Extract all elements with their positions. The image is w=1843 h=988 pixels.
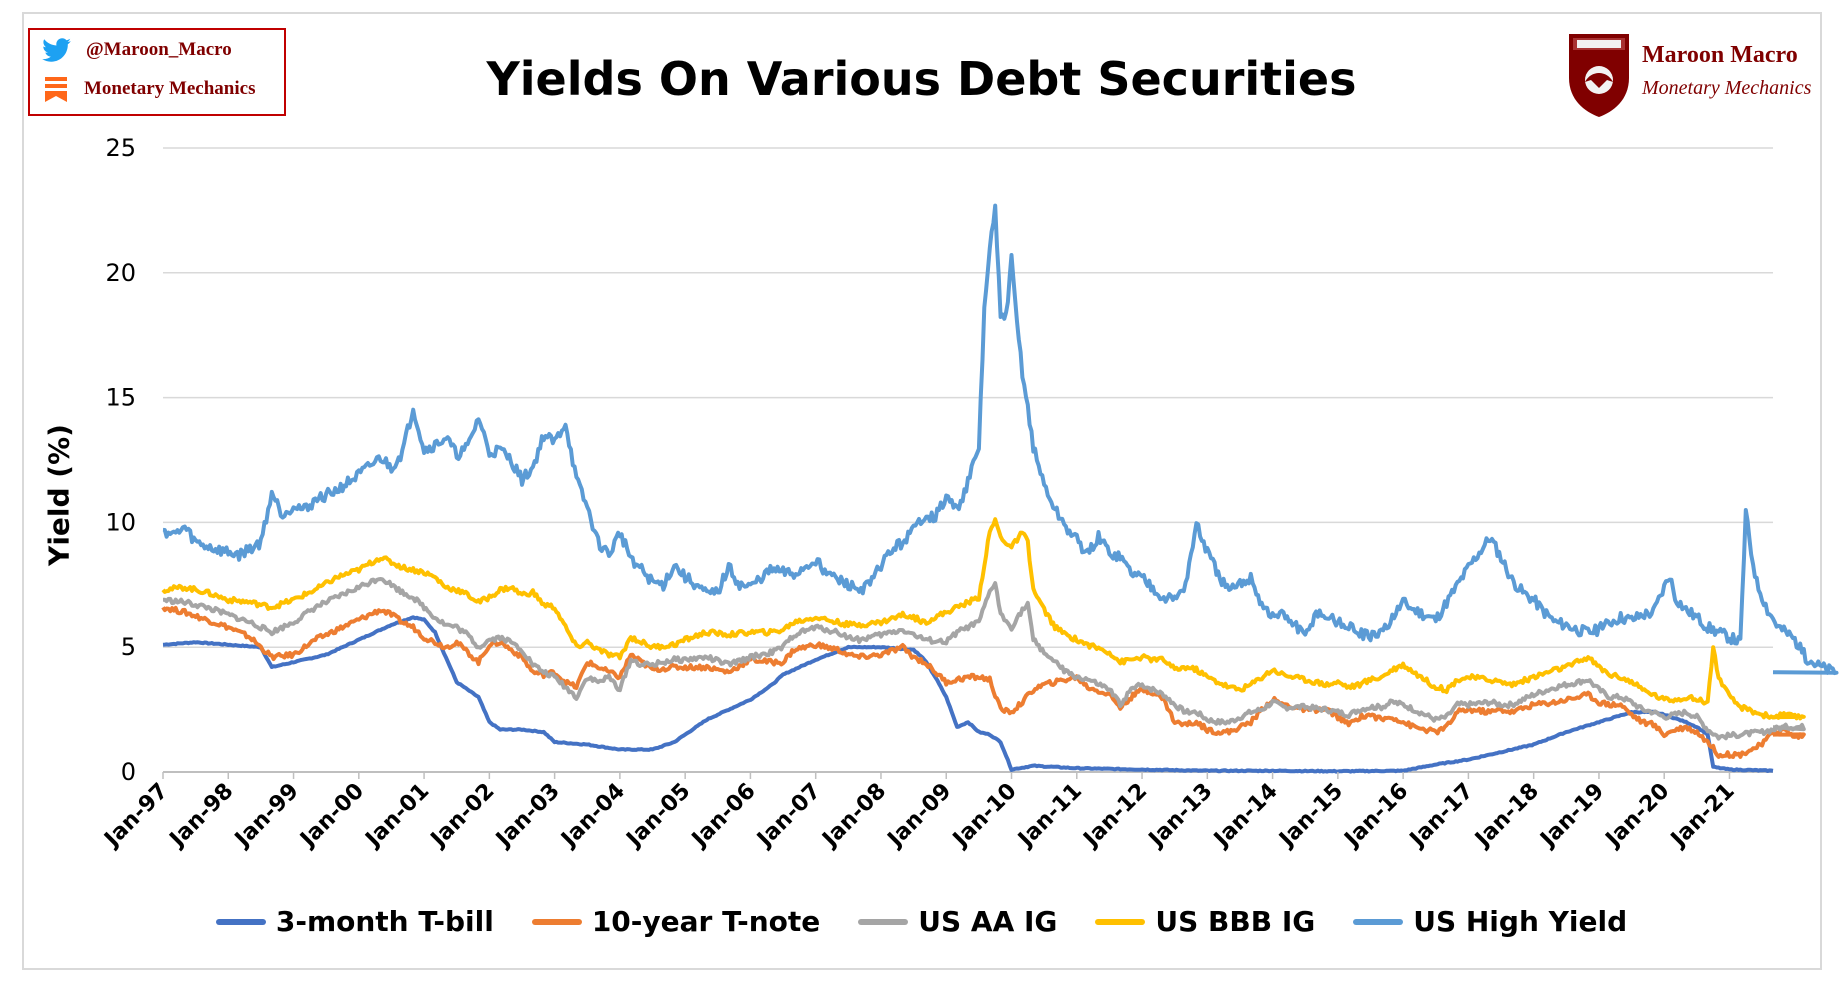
- y-tick-label: 0: [121, 758, 136, 786]
- legend-label: US AA IG: [918, 905, 1058, 938]
- chart-title: Yields On Various Debt Securities: [486, 52, 1357, 106]
- legend-label: US High Yield: [1413, 905, 1628, 938]
- x-tick-label: Jan-06: [686, 779, 761, 854]
- twitter-bird-icon: [42, 38, 71, 62]
- gridlines: [163, 147, 1773, 773]
- brand-tagline: Monetary Mechanics: [1642, 77, 1812, 99]
- series-line-us-aa-ig: [162, 577, 1806, 741]
- x-tick-label: Jan-08: [817, 779, 892, 854]
- x-tick-label: Jan-04: [556, 779, 631, 854]
- x-tick-label: Jan-14: [1208, 779, 1283, 854]
- legend-item: US AA IG: [858, 905, 1057, 938]
- x-tick-labels: Jan-97Jan-98Jan-99Jan-00Jan-01Jan-02Jan-…: [99, 772, 1740, 853]
- twitter-row[interactable]: @Maroon_Macro: [42, 38, 232, 62]
- x-tick-label: Jan-00: [294, 779, 369, 854]
- crest-icon: [1569, 34, 1629, 117]
- legend-swatch: [215, 918, 266, 925]
- x-tick-label: Jan-17: [1404, 779, 1479, 854]
- x-tick-label: Jan-18: [1469, 779, 1544, 854]
- x-tick-label: Jan-98: [164, 779, 239, 854]
- legend-swatch: [531, 918, 582, 925]
- y-tick-label: 20: [105, 259, 136, 287]
- y-tick-label: 10: [105, 508, 136, 536]
- legend-label: US BBB IG: [1155, 905, 1316, 938]
- y-tick-label: 5: [121, 633, 136, 661]
- substack-row[interactable]: Monetary Mechanics: [42, 76, 255, 102]
- chart-frame: [22, 12, 1822, 970]
- twitter-handle: @Maroon_Macro: [86, 39, 232, 60]
- legend-item: US BBB IG: [1095, 905, 1315, 938]
- series-line-3-month-t-bill: [162, 615, 1774, 774]
- x-tick-label: Jan-16: [1339, 779, 1414, 854]
- legend-label: 10-year T-note: [591, 905, 821, 938]
- y-tick-label: 25: [105, 134, 136, 162]
- x-tick-label: Jan-12: [1078, 779, 1153, 854]
- y-tick-label: 15: [105, 384, 136, 412]
- legend: 3-month T-bill 10-year T-note US AA IG US B…: [0, 905, 1843, 938]
- x-tick-label: Jan-21: [1665, 779, 1740, 854]
- series-line-us-bbb-ig: [161, 517, 1806, 721]
- x-tick-label: Jan-09: [882, 779, 957, 854]
- x-tick-label: Jan-99: [229, 779, 304, 854]
- legend-swatch: [1353, 918, 1404, 925]
- x-tick-label: Jan-10: [947, 779, 1022, 854]
- x-tick-label: Jan-11: [1012, 779, 1087, 854]
- x-tick-label: Jan-01: [360, 779, 435, 854]
- legend-item: 10-year T-note: [531, 905, 821, 938]
- x-tick-label: Jan-97: [99, 779, 174, 854]
- social-box: @Maroon_Macro Monetary Mechanics: [28, 28, 286, 116]
- substack-name: Monetary Mechanics: [84, 78, 256, 99]
- x-tick-label: Jan-02: [425, 779, 500, 854]
- legend-swatch: [1095, 918, 1146, 925]
- legend-swatch: [858, 918, 909, 925]
- x-tick-label: Jan-19: [1535, 779, 1610, 854]
- substack-icon: [45, 77, 67, 102]
- series-line-us-high-yield: [162, 203, 1839, 676]
- y-tick-labels: 0 5 10 15 20 25: [105, 134, 136, 786]
- series-lines: [161, 203, 1839, 774]
- x-tick-label: Jan-13: [1143, 779, 1218, 854]
- legend-item: US High Yield: [1353, 905, 1627, 938]
- series-line-10-year-t-note: [161, 605, 1806, 759]
- x-tick-label: Jan-05: [621, 779, 696, 854]
- brand-logo-block: Maroon Macro Monetary Mechanics: [1565, 30, 1825, 126]
- x-tick-label: Jan-03: [490, 779, 565, 854]
- legend-item: 3-month T-bill: [215, 905, 494, 938]
- legend-label: 3-month T-bill: [275, 905, 494, 938]
- x-tick-label: Jan-20: [1600, 779, 1675, 854]
- x-tick-label: Jan-15: [1274, 779, 1349, 854]
- x-tick-label: Jan-07: [751, 779, 826, 854]
- brand-name: Maroon Macro: [1642, 42, 1798, 68]
